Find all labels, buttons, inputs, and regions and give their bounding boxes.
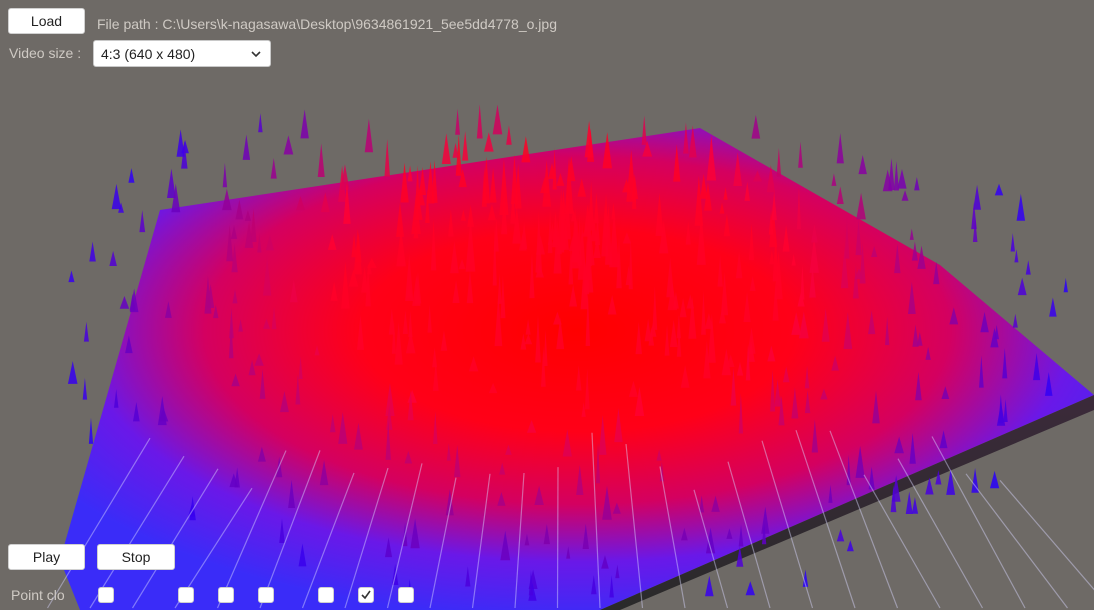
point-cloud-label: Point clo [11, 587, 65, 603]
terrain-spikes [67, 104, 1068, 601]
video-size-value: 4:3 (640 x 480) [101, 45, 196, 62]
point-cloud-option-checkbox[interactable] [98, 587, 114, 603]
point-cloud-option-checkbox[interactable] [258, 587, 274, 603]
point-cloud-option-checkbox[interactable] [218, 587, 234, 603]
chevron-down-icon [251, 51, 261, 58]
point-cloud-option-checkbox[interactable] [318, 587, 334, 603]
play-button[interactable]: Play [8, 544, 85, 570]
file-path-label: File path : C:\Users\k-nagasawa\Desktop\… [97, 16, 557, 32]
load-button[interactable]: Load [8, 8, 85, 34]
point-cloud-option-checkbox[interactable] [358, 587, 374, 603]
video-size-label: Video size : [9, 45, 82, 61]
video-size-select[interactable]: 4:3 (640 x 480) [93, 40, 271, 67]
terrain-streaks [46, 429, 1094, 609]
point-cloud-option-checkbox[interactable] [178, 587, 194, 603]
terrain-edge [600, 395, 1094, 610]
point-cloud-option-checkbox[interactable] [398, 587, 414, 603]
stop-button[interactable]: Stop [97, 544, 175, 570]
terrain-surface [60, 128, 1094, 610]
check-icon [361, 590, 371, 600]
